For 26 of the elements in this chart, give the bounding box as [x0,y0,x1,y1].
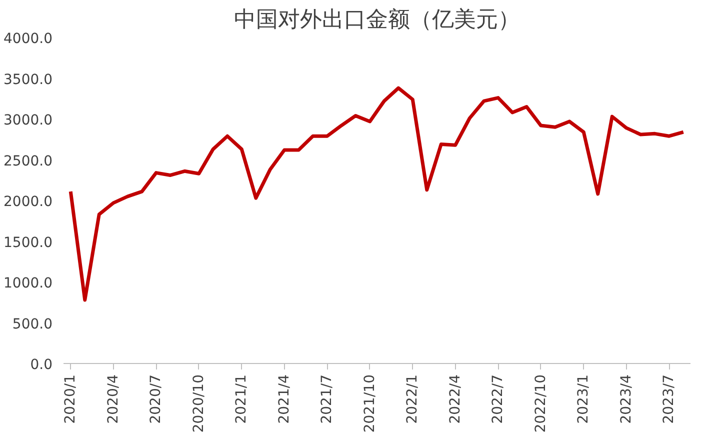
x-tick-label: 2021/10 [362,374,378,433]
y-tick-label: 1000.0 [4,276,53,292]
y-tick-label: 500.0 [12,316,53,332]
x-tick-label: 2021/7 [319,374,336,424]
x-tick-label: 2020/10 [190,374,207,433]
y-tick-label: 4000.0 [4,31,53,47]
x-tick-label: 2022/4 [447,374,464,424]
x-tick-label: 2022/10 [532,374,549,433]
x-tick-label: 2020/4 [105,374,122,424]
y-tick-label: 2500.0 [4,153,53,170]
y-tick-label: 0.0 [30,357,52,373]
y-tick-label: 3500.0 [4,72,53,88]
y-tick-label: 2000.0 [4,194,53,210]
y-tick-label: 1500.0 [4,234,53,251]
x-tick-label: 2023/1 [576,374,592,424]
x-tick-label: 2022/7 [490,374,506,424]
x-tick-label: 2020/1 [62,374,79,424]
x-tick-label: 2020/7 [148,374,164,424]
x-tick-label: 2022/1 [404,374,421,424]
line-series [68,86,686,302]
x-tick-label: 2021/4 [276,374,292,424]
x-tick-label: 2023/7 [661,374,678,424]
chart-title: 中国对外出口金额（亿美元） [234,8,520,32]
x-tick-label: 2021/1 [234,374,250,424]
y-tick-label: 3000.0 [4,112,53,128]
x-tick-label: 2023/4 [618,374,634,424]
